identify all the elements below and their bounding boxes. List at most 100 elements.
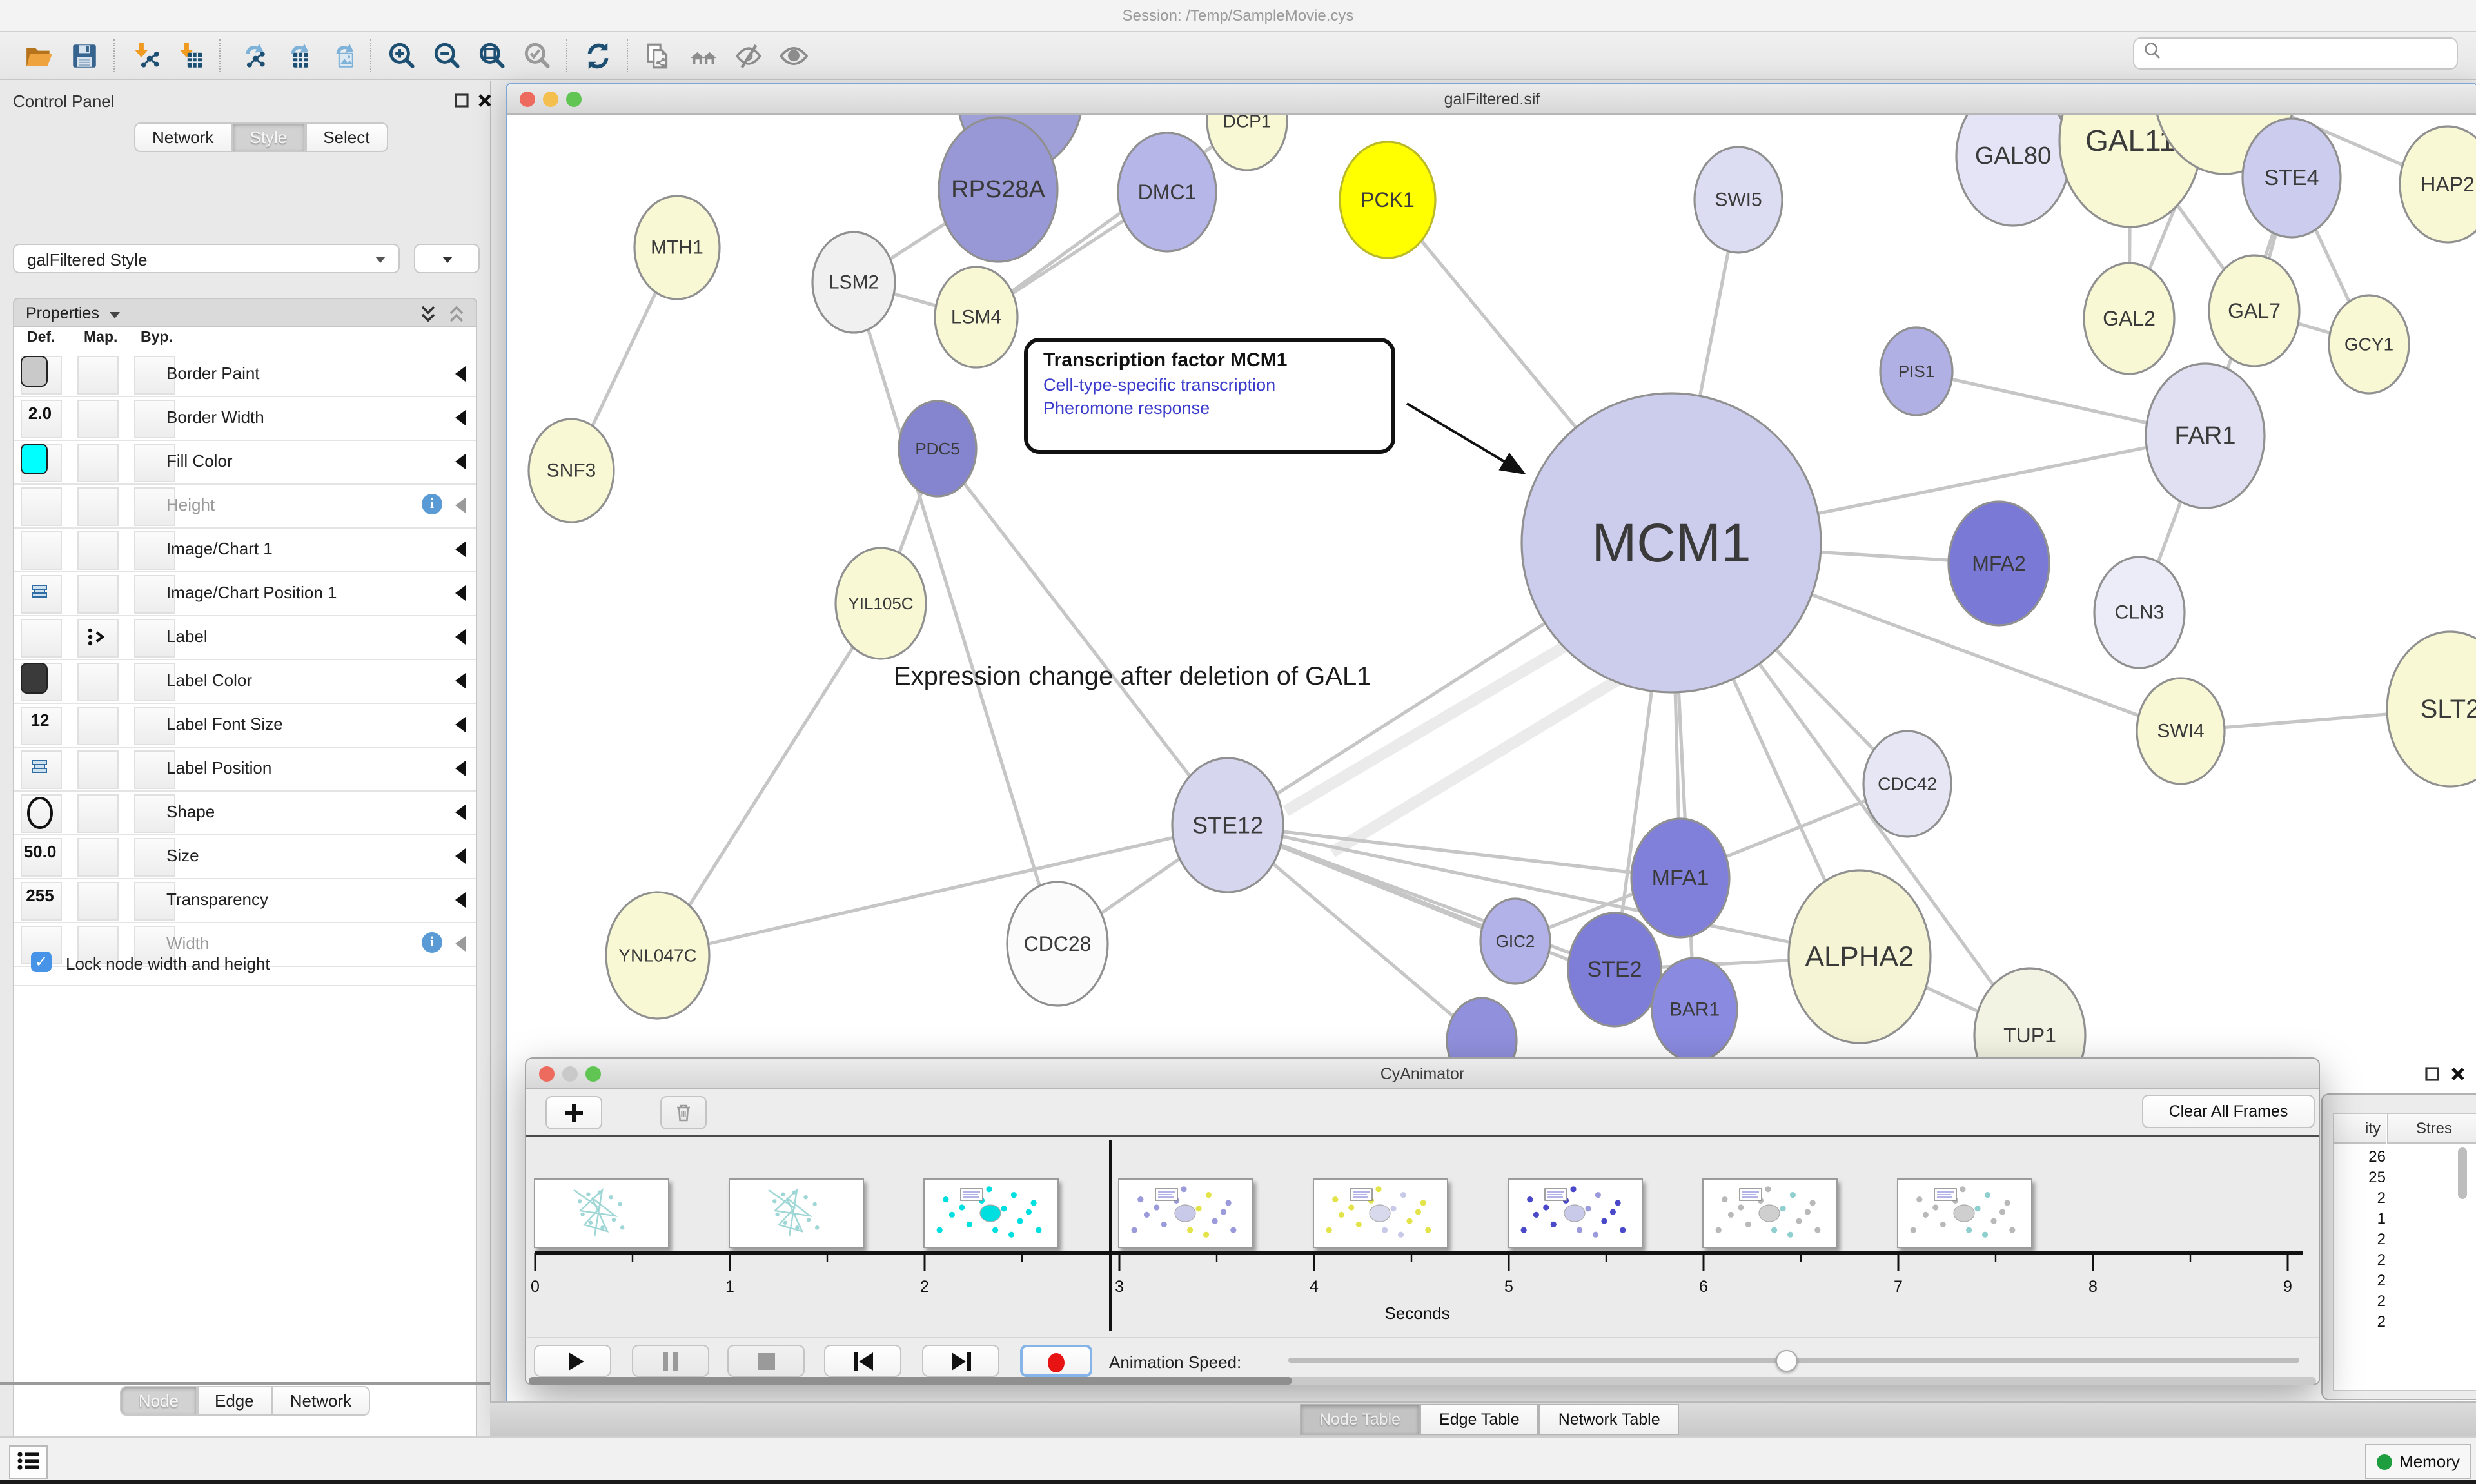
- frame-thumbnail-7[interactable]: [1702, 1178, 1838, 1248]
- bypass-cell[interactable]: [134, 926, 175, 964]
- node-gal2[interactable]: [2083, 262, 2176, 375]
- node-snf3[interactable]: [527, 418, 615, 523]
- frame-thumbnail-8[interactable]: [1897, 1178, 2032, 1248]
- tab-network-table[interactable]: Network Table: [1538, 1404, 1680, 1435]
- export-table-icon[interactable]: [281, 41, 311, 70]
- mcm1-annotation[interactable]: Transcription factor MCM1 Cell-type-spec…: [1024, 338, 1395, 454]
- mapping-cell[interactable]: [77, 619, 119, 658]
- bypass-cell[interactable]: [134, 575, 175, 614]
- node-dmc1[interactable]: [1117, 132, 1217, 253]
- minimize-window-icon[interactable]: [543, 92, 558, 107]
- node-yil105c[interactable]: [834, 547, 927, 660]
- frame-thumbnail-2[interactable]: [729, 1178, 864, 1248]
- edge-cdc28-lsm2[interactable]: [852, 282, 1059, 944]
- property-row-label-position[interactable]: Label Position: [14, 747, 476, 792]
- property-row-border-paint[interactable]: Border Paint: [14, 352, 476, 397]
- pause-button[interactable]: [632, 1345, 709, 1377]
- timeline-scrollbar[interactable]: [529, 1377, 2316, 1385]
- mapping-cell[interactable]: [77, 750, 119, 789]
- mapping-cell[interactable]: [77, 487, 119, 526]
- tab-edge[interactable]: Edge: [197, 1386, 272, 1416]
- mapping-cell[interactable]: [77, 356, 119, 395]
- color-swatch[interactable]: [21, 444, 48, 474]
- node-rps28a[interactable]: [938, 116, 1059, 263]
- bypass-cell[interactable]: [134, 619, 175, 658]
- position-icon[interactable]: [31, 758, 48, 781]
- zoom-in-icon[interactable]: [387, 41, 417, 70]
- results-cell[interactable]: 2: [2377, 1313, 2386, 1331]
- expand-property-icon[interactable]: [455, 498, 466, 513]
- expand-all-icon[interactable]: [419, 304, 437, 333]
- info-icon[interactable]: i: [422, 932, 442, 953]
- results-cell[interactable]: 2: [2377, 1271, 2386, 1289]
- position-icon[interactable]: [31, 583, 48, 606]
- tab-network[interactable]: Network: [271, 1386, 370, 1416]
- annotation-link-2[interactable]: Pheromone response: [1043, 398, 1210, 418]
- open-folder-icon[interactable]: [25, 41, 54, 70]
- panel-splitter[interactable]: [0, 1382, 490, 1385]
- edge-highlight[interactable]: [1329, 674, 1622, 857]
- close-window-icon[interactable]: [539, 1066, 555, 1082]
- node-ynl047c[interactable]: [605, 891, 711, 1020]
- edge-highlight[interactable]: [1282, 636, 1578, 816]
- expand-property-icon[interactable]: [455, 366, 466, 382]
- import-table-icon[interactable]: [175, 41, 205, 70]
- expand-property-icon[interactable]: [455, 673, 466, 688]
- bypass-cell[interactable]: [134, 882, 175, 921]
- results-column-header[interactable]: ity: [2334, 1114, 2386, 1144]
- node-far1[interactable]: [2145, 362, 2266, 509]
- search-input[interactable]: [2163, 43, 2426, 64]
- mapping-cell[interactable]: [77, 663, 119, 701]
- node-gcy1[interactable]: [2328, 294, 2410, 395]
- frame-thumbnail-6[interactable]: [1508, 1178, 1643, 1248]
- zoom-window-icon[interactable]: [585, 1066, 601, 1082]
- zoom-fit-icon[interactable]: [477, 41, 507, 70]
- lock-checkbox[interactable]: ✓: [31, 952, 52, 972]
- default-value[interactable]: 12: [30, 710, 50, 730]
- expand-property-icon[interactable]: [455, 542, 466, 557]
- property-row-label[interactable]: Label: [14, 615, 476, 660]
- tab-node[interactable]: Node: [120, 1386, 197, 1416]
- edge-ste12-pdc5[interactable]: [936, 447, 1230, 826]
- add-frame-button[interactable]: [545, 1096, 602, 1129]
- color-swatch[interactable]: [21, 356, 48, 387]
- node-ste2[interactable]: [1567, 912, 1662, 1028]
- tab-select[interactable]: Select: [305, 122, 388, 152]
- expand-property-icon[interactable]: [455, 454, 466, 469]
- bypass-cell[interactable]: [134, 531, 175, 570]
- results-scrollbar[interactable]: [2458, 1147, 2467, 1199]
- property-row-label-color[interactable]: Label Color: [14, 659, 476, 704]
- first-neighbors-icon[interactable]: [689, 41, 718, 70]
- default-cell[interactable]: [21, 400, 62, 438]
- mapping-cell[interactable]: [77, 794, 119, 833]
- task-history-button[interactable]: [9, 1445, 48, 1479]
- property-row-transparency[interactable]: 255 Transparency: [14, 878, 476, 923]
- frame-thumbnail-5[interactable]: [1313, 1178, 1448, 1248]
- memory-button[interactable]: Memory: [2365, 1444, 2471, 1479]
- property-row-border-width[interactable]: 2.0 Border Width: [14, 396, 476, 441]
- bypass-cell[interactable]: [134, 487, 175, 526]
- scrollbar-thumb[interactable]: [529, 1377, 1292, 1385]
- mapping-cell[interactable]: [77, 882, 119, 921]
- node-mfa1[interactable]: [1630, 817, 1731, 939]
- tab-node-table[interactable]: Node Table: [1300, 1404, 1420, 1435]
- bypass-cell[interactable]: [134, 356, 175, 395]
- property-row-label-font-size[interactable]: 12 Label Font Size: [14, 703, 476, 748]
- next-frame-button[interactable]: [922, 1345, 999, 1377]
- node-gic2[interactable]: [1479, 897, 1551, 985]
- results-cell[interactable]: 2: [2377, 1292, 2386, 1310]
- default-cell[interactable]: [21, 531, 62, 570]
- float-panel-icon[interactable]: [2424, 1065, 2440, 1088]
- mapping-cell[interactable]: [77, 531, 119, 570]
- edge-ste12-ynl047c[interactable]: [657, 823, 1228, 957]
- tab-edge-table[interactable]: Edge Table: [1420, 1404, 1539, 1435]
- collapse-all-icon[interactable]: [447, 304, 466, 333]
- expand-property-icon[interactable]: [455, 585, 466, 601]
- results-cell[interactable]: 2: [2377, 1251, 2386, 1269]
- close-panel-icon[interactable]: [2450, 1065, 2466, 1088]
- animation-speed-slider[interactable]: [1288, 1350, 2299, 1372]
- properties-header[interactable]: Properties: [13, 298, 477, 326]
- node-cdc42[interactable]: [1862, 730, 1952, 838]
- node-lsm2[interactable]: [811, 231, 896, 334]
- results-table[interactable]: ity Stres 26 25 2 1 2 2 2 2 2: [2333, 1113, 2476, 1391]
